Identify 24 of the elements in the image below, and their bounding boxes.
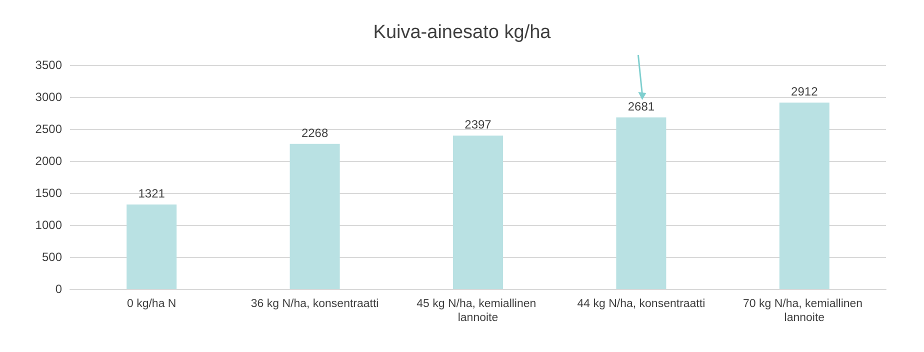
y-tick-label: 500 (42, 250, 62, 264)
x-tick-label: 45 kg N/ha, kemiallinen lannoite (416, 298, 540, 324)
y-tick-label: 2500 (35, 122, 62, 136)
y-tick-label: 1500 (35, 186, 62, 200)
bar (126, 204, 177, 289)
chart-title: Kuiva-ainesato kg/ha (373, 22, 552, 43)
x-tick-label: 70 kg N/ha, kemiallinen lannoite (743, 298, 866, 324)
bar (616, 117, 666, 289)
data-label: 2268 (301, 126, 328, 140)
y-tick-label: 3000 (35, 90, 62, 104)
data-label: 2912 (791, 84, 818, 99)
data-label: 1321 (138, 186, 166, 200)
y-tick-label: 0 (55, 282, 62, 296)
y-tick-label: 3500 (35, 58, 62, 72)
bar (779, 102, 830, 289)
bar (290, 144, 340, 289)
x-tick-label: 0 kg/ha N (126, 298, 176, 310)
data-label: 2681 (628, 99, 655, 114)
y-tick-label: 1000 (35, 218, 62, 232)
x-tick-label: 36 kg N/ha, konsentraatti (250, 298, 379, 310)
x-tick-label: 44 kg N/ha, konsentraatti (577, 298, 706, 310)
y-tick-label: 2000 (35, 154, 62, 168)
bar (453, 136, 503, 289)
data-label: 2397 (464, 118, 492, 132)
